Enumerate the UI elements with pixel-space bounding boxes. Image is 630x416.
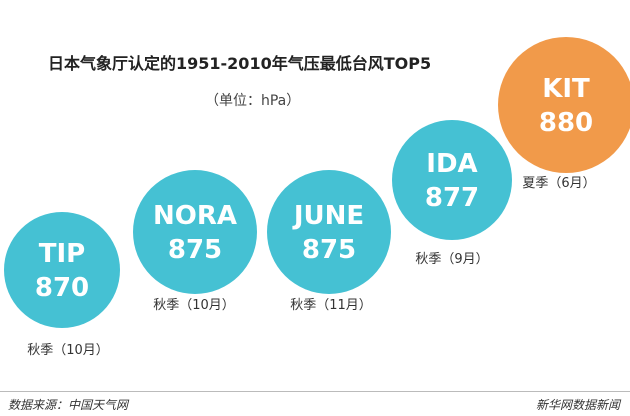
bubble-value-kit: 880 — [539, 108, 593, 138]
bubble-name-june: JUNE — [292, 201, 364, 231]
season-label-kit: 夏季（6月） — [522, 176, 595, 191]
bubble-value-ida: 877 — [425, 183, 479, 213]
footer-divider — [0, 391, 630, 392]
bubble-nora — [133, 170, 257, 294]
chart-title: 日本气象厅认定的1951-2010年气压最低台风TOP5 — [48, 54, 432, 73]
season-label-nora: 秋季（10月） — [153, 298, 235, 313]
bubble-name-ida: IDA — [426, 149, 477, 179]
bubble-value-june: 875 — [302, 235, 356, 265]
footer-source: 数据来源：中国天气网 — [8, 398, 129, 412]
bubble-kit — [498, 37, 630, 173]
bubble-value-nora: 875 — [168, 235, 222, 265]
season-label-ida: 秋季（9月） — [415, 252, 488, 267]
unit-label: （单位：hPa） — [205, 93, 301, 109]
bubble-june — [267, 170, 391, 294]
bubble-name-nora: NORA — [153, 201, 237, 231]
footer-brand: 新华网数据新闻 — [535, 398, 620, 412]
season-label-june: 秋季（11月） — [290, 298, 372, 313]
bubble-tip — [4, 212, 120, 328]
bubble-name-kit: KIT — [542, 74, 590, 104]
bubble-value-tip: 870 — [35, 273, 89, 303]
bubble-ida — [392, 120, 512, 240]
season-label-tip: 秋季（10月） — [27, 343, 109, 358]
bubble-name-tip: TIP — [39, 239, 85, 269]
